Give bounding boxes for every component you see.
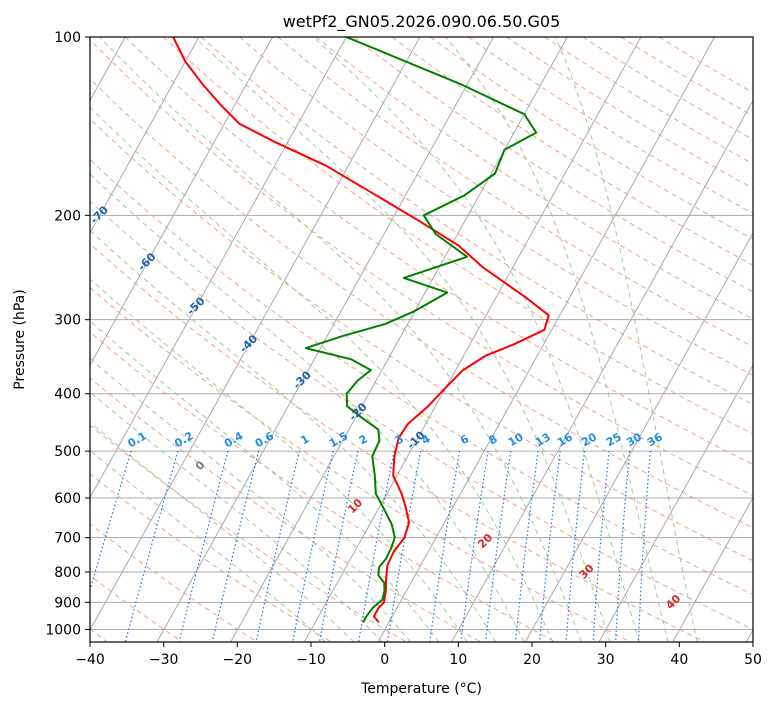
isotherm-line: [90, 37, 421, 632]
moist-adiabat-line: [90, 391, 383, 642]
x-axis-label: Temperature (°C): [360, 681, 482, 697]
isotherm-line: [303, 37, 642, 642]
profiles: [172, 37, 550, 623]
dry-adiabat-line: [90, 200, 753, 630]
x-tick-label: 50: [744, 652, 762, 668]
x-tick-label: 20: [523, 652, 541, 668]
dry-adiabat-line: [90, 39, 753, 497]
mixing-ratio-line: [592, 451, 610, 642]
dry-adiabat-line: [90, 377, 482, 642]
y-tick-label: 800: [54, 565, 81, 581]
mixing-ratio-line: [255, 450, 300, 642]
y-tick-label: 1000: [45, 622, 81, 638]
x-tick-label: −20: [223, 652, 253, 668]
mixing-ratio-line: [460, 451, 489, 642]
isotherm-line: [90, 37, 347, 499]
plot-layers: -100-90-80-70-60-50-40-30-20-100.10.20.4…: [0, 37, 753, 642]
moist-adiabat-line: [445, 37, 669, 642]
isotherm-line: [451, 99, 753, 642]
mixing-ratio-line: [318, 450, 359, 642]
isobars: [90, 37, 753, 630]
isotherm-line: [90, 37, 274, 367]
isotherm-label: -90: [0, 120, 10, 143]
mixing-ratio-line: [539, 451, 561, 642]
moist-adiabat-line: [90, 106, 554, 642]
x-tick-label: 30: [597, 652, 615, 668]
isotherm-line: [90, 37, 200, 234]
axes: −40 −30 −20 −10 0 10 20 30 40 50 100 200 300 400 500 60…: [45, 30, 762, 668]
isotherm-line: [377, 37, 716, 642]
moist-adiabat-line: [555, 37, 698, 642]
moist-adiabat-line: [312, 37, 640, 642]
y-tick-label: 700: [54, 531, 81, 547]
dry-adiabat-line: [90, 158, 753, 596]
temperature-profile-line: [172, 37, 550, 623]
isotherm-line: [156, 37, 495, 642]
moist-adiabat-line: [90, 357, 411, 642]
y-tick-label: 300: [54, 313, 81, 329]
mixing-ratio-line: [358, 450, 395, 642]
mixing-ratio-line: [429, 451, 461, 642]
moist-adiabat-line: [90, 449, 326, 642]
x-tick-label: −10: [296, 652, 326, 668]
y-tick-label: 600: [54, 491, 81, 507]
y-tick-label: 400: [54, 387, 81, 403]
y-axis-label: Pressure (hPa): [12, 289, 28, 389]
mixing-ratio-line: [292, 450, 334, 642]
y-tick-label: 900: [54, 595, 81, 611]
mixing-ratio-line: [124, 450, 179, 642]
mixing-ratio-line: [386, 450, 422, 642]
y-tick-label: 500: [54, 444, 81, 460]
mixing-ratio-line: [514, 451, 539, 642]
plot-frame: [89, 36, 754, 643]
isotherm-line: [672, 496, 753, 642]
mixing-ratio-line: [565, 451, 586, 642]
dry-adiabat-line: [90, 575, 183, 642]
mixing-ratio-line: [637, 451, 651, 642]
dry-adiabat-line: [90, 286, 631, 642]
mixing-ratio-line: [485, 451, 512, 642]
plot-area: [90, 37, 753, 642]
moist-adiabat-line: [90, 173, 525, 642]
mixing-ratio-lines: [90, 450, 651, 642]
y-tick-label: 200: [54, 208, 81, 224]
mixing-ratio-line: [211, 450, 260, 642]
isotherm-label: -80: [37, 161, 60, 184]
x-tick-label: −40: [75, 652, 105, 668]
x-tick-label: 0: [380, 652, 389, 668]
isotherm-line: [598, 364, 753, 642]
y-tick-label: 100: [54, 30, 81, 46]
isotherms: [90, 37, 753, 642]
dry-adiabat-line: [353, 37, 753, 293]
isotherm-line: [230, 37, 568, 642]
dry-adiabat-line: [315, 37, 753, 320]
chart-title: wetPf2_GN05.2026.090.06.50.G05: [283, 12, 561, 32]
dry-adiabat-line: [90, 331, 556, 642]
moist-adiabat-line: [90, 229, 497, 642]
mixing-ratio-line: [90, 450, 132, 593]
dewpoint-profile-line: [304, 37, 538, 623]
moist-adiabats: [90, 37, 698, 642]
moist-adiabat-line: [90, 278, 468, 642]
mixing-ratio-line: [178, 450, 229, 642]
x-tick-label: 40: [670, 652, 688, 668]
mixing-ratio-line: [615, 451, 631, 642]
x-tick-label: −30: [149, 652, 179, 668]
isotherm-line: [524, 231, 753, 642]
x-tick-label: 10: [449, 652, 467, 668]
dry-adiabat-line: [90, 523, 258, 642]
dry-adiabat-line: [90, 243, 706, 642]
moist-adiabat-line: [99, 37, 582, 642]
